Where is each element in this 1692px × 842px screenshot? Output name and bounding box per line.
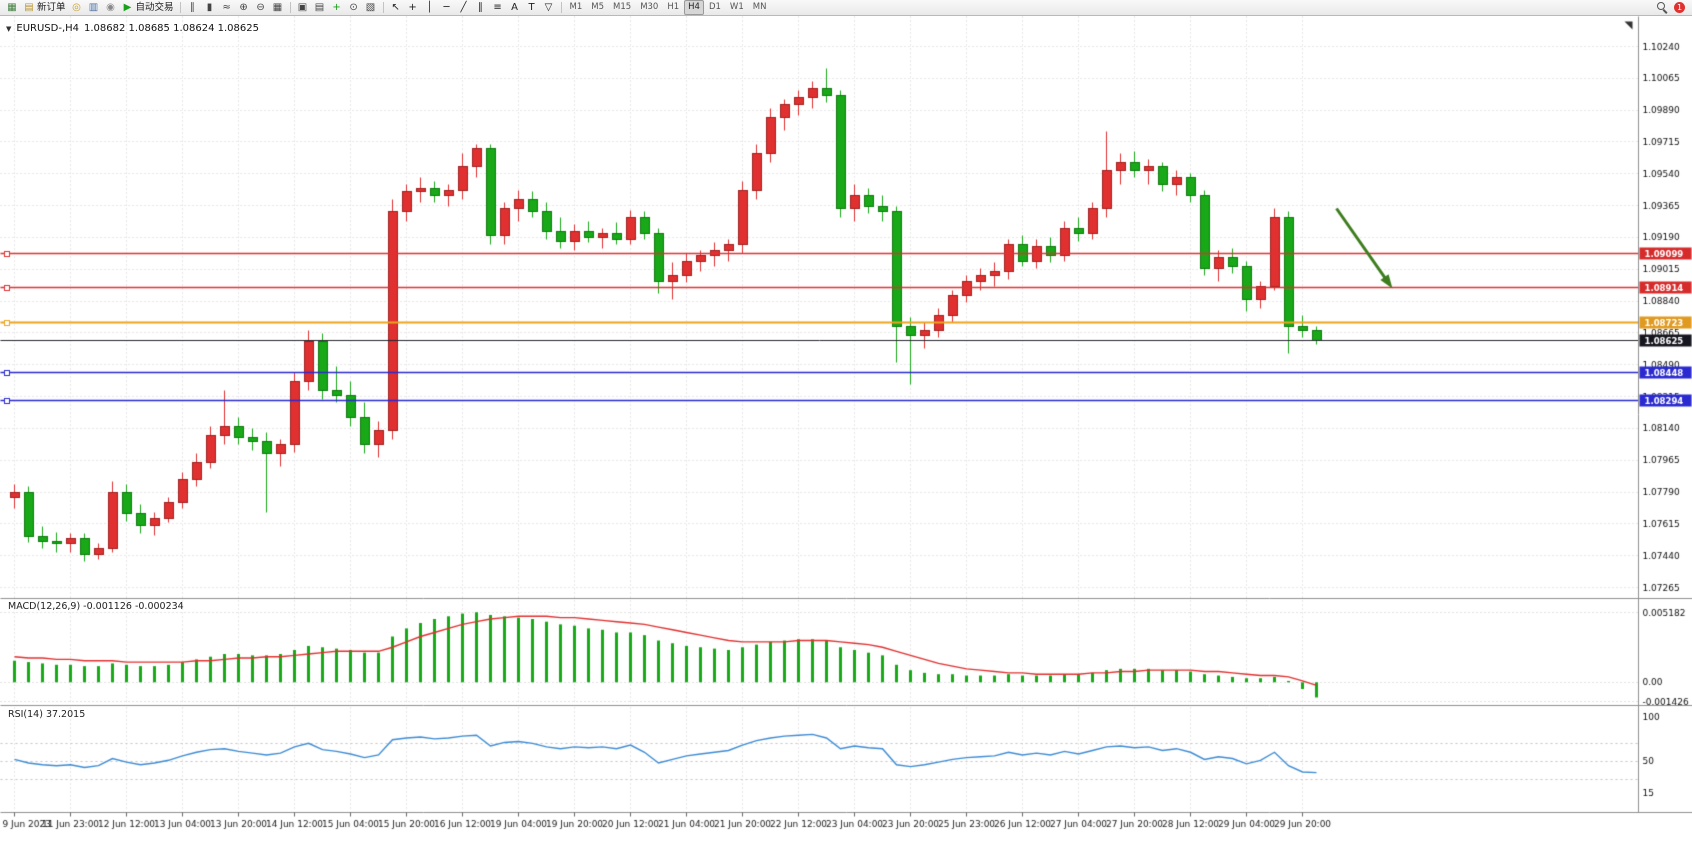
timeframe-group: M1 M5 M15 M30 H1 H4 D1 W1 MN (566, 0, 771, 15)
auto-trading-button-glyph: ▶ (123, 1, 132, 13)
shapes-arrows-icon[interactable]: ▽ (541, 1, 557, 15)
market-watch-icon-glyph: ▥ (88, 1, 99, 13)
magnifier-glass (1657, 2, 1665, 10)
fibonacci-icon[interactable]: ≡ (490, 1, 506, 15)
add-indicator-icon-glyph: + (332, 1, 341, 13)
rsi-indicator-label: RSI(14) 37.2015 (8, 709, 86, 720)
vertical-line-icon-glyph: │ (426, 1, 433, 13)
trendline-icon[interactable]: ╱ (456, 1, 472, 15)
timeframe-m5-button[interactable]: M5 (591, 2, 605, 12)
market-watch-icon[interactable]: ▥ (86, 1, 102, 15)
tile-windows-icon[interactable]: ▦ (270, 1, 286, 15)
bar-chart-icon-glyph: ∥ (190, 1, 196, 13)
notification-badge[interactable]: 1 (1674, 2, 1685, 13)
grid-icon-glyph: ▤ (314, 1, 325, 13)
timeframe-m30-button[interactable]: M30 (640, 2, 659, 12)
template-icon-glyph: ▧ (365, 1, 376, 13)
new-chart-icon[interactable]: ▦ (4, 1, 20, 15)
timeframe-m15-button[interactable]: M15 (613, 2, 632, 12)
price-chart-canvas[interactable] (0, 16, 1692, 842)
chart-symbol-title: ▼ EURUSD-,H4 1.08682 1.08685 1.08624 1.0… (6, 23, 259, 34)
chart-symbol-period: EURUSD-,H4 (16, 23, 80, 34)
text-label-icon-glyph: T (528, 1, 535, 13)
new-chart-icon-glyph: ▦ (7, 1, 17, 13)
shapes-arrows-icon-glyph: ▽ (544, 1, 553, 13)
add-indicator-icon[interactable]: + (329, 1, 345, 15)
chart-ohlc-quotes: 1.08682 1.08685 1.08624 1.08625 (84, 23, 259, 34)
main-toolbar: ▦ ▤ 新订单 ◎ ▥ ◉ ▶ 自动交易 ∥ ▮ ≈ ⊕ ⊖ ▦ ▣ ▤ + ⊙ ▧ ↖ + │ ─ ╱ ∥ ≡ A T ▽ M1 M5 M1… (0, 0, 1692, 16)
timeframe-m1-button[interactable]: M1 (569, 2, 583, 12)
zoom-in-icon[interactable]: ⊕ (236, 1, 252, 15)
period-clock-icon-glyph: ⊙ (349, 1, 358, 13)
horizontal-line-icon-glyph: ─ (443, 1, 450, 13)
auto-trading-button[interactable]: ▶ 自动交易 (120, 1, 176, 15)
toolbar-separator (560, 2, 562, 13)
toolbar-separator (382, 2, 384, 13)
channel-icon[interactable]: ∥ (473, 1, 489, 15)
zoom-out-icon-glyph: ⊖ (256, 1, 265, 13)
text-icon-glyph: A (511, 1, 518, 13)
trendline-icon-glyph: ╱ (460, 1, 467, 13)
grid-icon[interactable]: ▤ (312, 1, 328, 15)
channel-icon-glyph: ∥ (478, 1, 484, 13)
compass-icon[interactable]: ◎ (69, 1, 85, 15)
candlestick-chart-icon[interactable]: ▮ (202, 1, 218, 15)
text-label-icon[interactable]: T (524, 1, 540, 15)
template-icon[interactable]: ▧ (363, 1, 379, 15)
auto-trading-button-label: 自动交易 (135, 1, 174, 13)
compass-icon-glyph: ◎ (72, 1, 81, 13)
new-order-button[interactable]: ▤ 新订单 (21, 1, 68, 15)
timeframe-h1-button[interactable]: H1 (667, 2, 680, 12)
new-order-button-glyph: ▤ (24, 1, 34, 13)
cursor-icon-glyph: ↖ (391, 1, 400, 13)
chart-menu-arrow-icon[interactable]: ▼ (6, 24, 12, 33)
line-chart-icon-glyph: ≈ (222, 1, 231, 13)
cursor-icon[interactable]: ↖ (388, 1, 404, 15)
search-icon[interactable] (1655, 1, 1668, 14)
crosshair-icon[interactable]: + (405, 1, 421, 15)
period-clock-icon[interactable]: ⊙ (346, 1, 362, 15)
fibonacci-icon-glyph: ≡ (493, 1, 502, 13)
sound-alert-icon[interactable]: ◉ (103, 1, 119, 15)
toolbar-separator (289, 2, 291, 13)
timeframe-mn-button[interactable]: MN (752, 2, 767, 12)
crosshair-icon-glyph: + (408, 1, 417, 13)
timeframe-d1-button[interactable]: D1 (708, 2, 721, 12)
tile-windows-icon-glyph: ▦ (272, 1, 283, 13)
vertical-line-icon[interactable]: │ (422, 1, 438, 15)
horizontal-line-icon[interactable]: ─ (439, 1, 455, 15)
timeframe-w1-button[interactable]: W1 (729, 2, 744, 12)
sound-alert-icon-glyph: ◉ (106, 1, 115, 13)
timeframe-h4-button[interactable]: H4 (684, 0, 704, 15)
auto-arrange-icon-glyph: ▣ (297, 1, 308, 13)
bar-chart-icon[interactable]: ∥ (185, 1, 201, 15)
toolbar-separator (179, 2, 181, 13)
zoom-in-icon-glyph: ⊕ (239, 1, 248, 13)
new-order-button-label: 新订单 (37, 1, 66, 13)
line-chart-icon[interactable]: ≈ (219, 1, 235, 15)
auto-arrange-icon[interactable]: ▣ (295, 1, 311, 15)
macd-indicator-label: MACD(12,26,9) -0.001126 -0.000234 (8, 601, 184, 612)
text-icon[interactable]: A (507, 1, 523, 15)
candlestick-chart-icon-glyph: ▮ (206, 1, 213, 13)
zoom-out-icon[interactable]: ⊖ (253, 1, 269, 15)
